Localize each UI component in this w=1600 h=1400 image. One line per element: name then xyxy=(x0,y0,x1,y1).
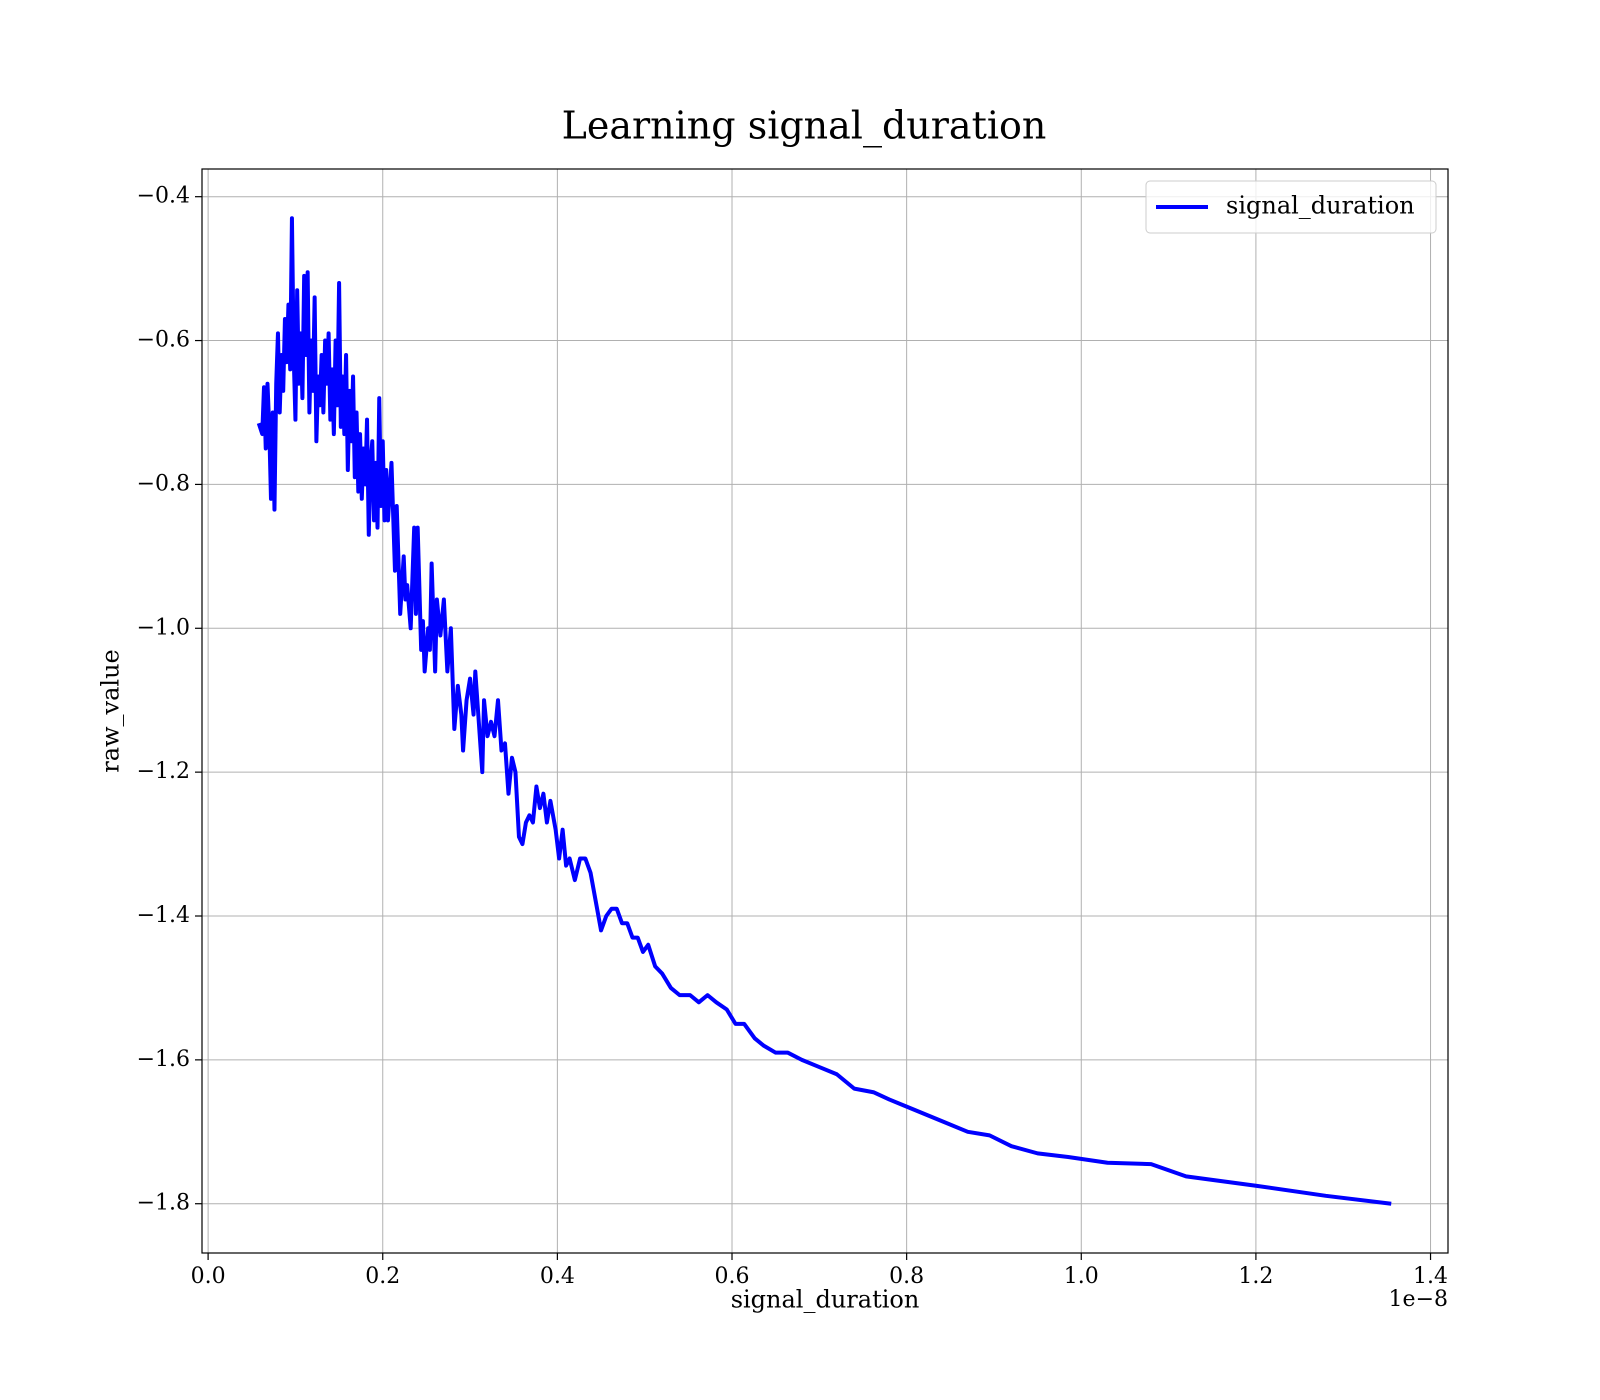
y-tick-label: −1.2 xyxy=(137,759,190,784)
y-tick-label: −1.4 xyxy=(137,903,190,928)
x-offset-label: 1e−8 xyxy=(1389,1287,1448,1312)
y-tick-label: −0.6 xyxy=(137,328,190,353)
chart-title: Learning signal_duration xyxy=(562,104,1047,149)
x-tick-label: 1.4 xyxy=(1413,1264,1448,1289)
x-tick-label: 1.2 xyxy=(1238,1264,1273,1289)
legend-box xyxy=(1145,180,1437,234)
legend-label: signal_duration xyxy=(1226,192,1415,220)
x-tick-label: 0.8 xyxy=(889,1264,924,1289)
x-tick-label: 1.0 xyxy=(1064,1264,1099,1289)
y-axis-label: raw_value xyxy=(97,649,125,773)
x-tick-label: 0.2 xyxy=(365,1264,400,1289)
x-tick-label: 0.0 xyxy=(191,1264,226,1289)
x-tick-label: 0.6 xyxy=(715,1264,750,1289)
y-tick-label: −0.8 xyxy=(137,471,190,496)
legend: signal_duration xyxy=(1145,180,1437,234)
y-tick-label: −1.6 xyxy=(137,1047,190,1072)
x-axis-label: signal_duration xyxy=(731,1286,920,1314)
y-tick-label: −1.8 xyxy=(137,1191,190,1216)
data-line xyxy=(256,216,1392,1206)
y-tick-label: −1.0 xyxy=(137,615,190,640)
plot-frame xyxy=(201,168,1449,1254)
x-tick-label: 0.4 xyxy=(540,1264,575,1289)
y-tick-label: −0.4 xyxy=(137,184,190,209)
